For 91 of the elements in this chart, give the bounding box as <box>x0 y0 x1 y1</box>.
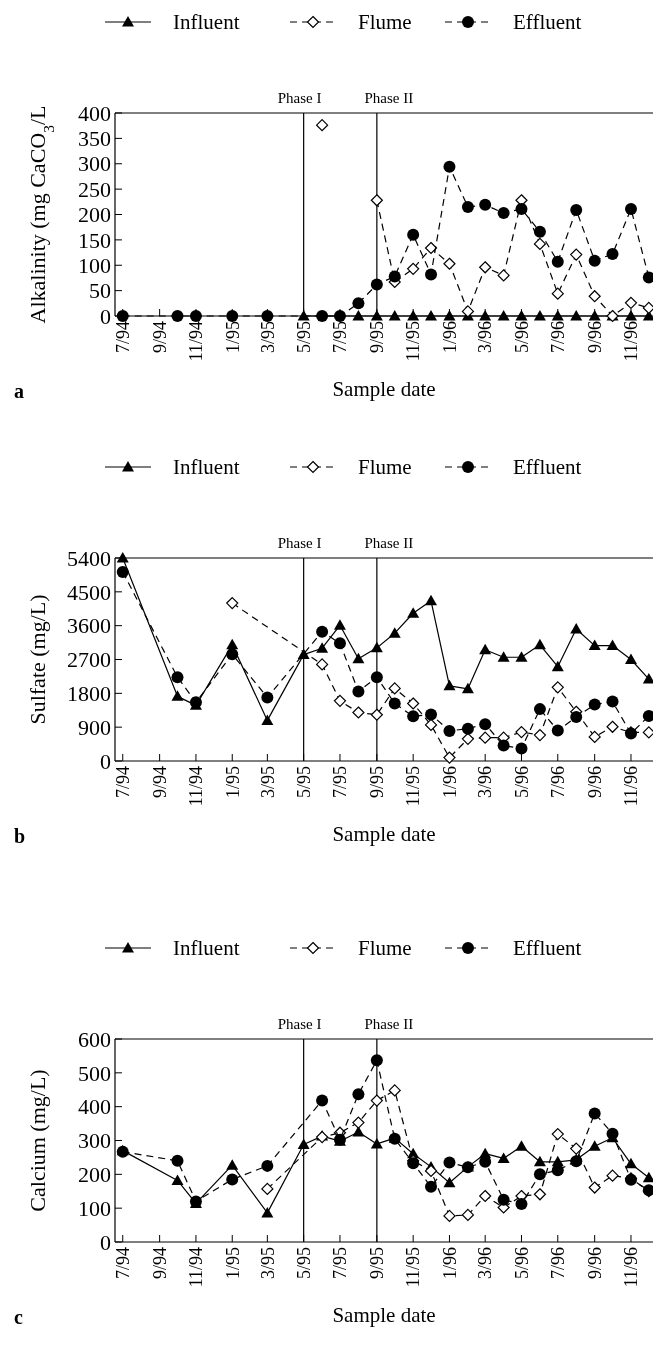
y-tick-label: 300 <box>78 151 111 177</box>
y-tick-label: 50 <box>89 278 111 304</box>
x-tick-label: 5/95 <box>293 1247 314 1280</box>
x-tick-label: 7/94 <box>113 321 134 354</box>
ref-line-label: Phase II <box>364 90 414 106</box>
x-tick-label: 3/96 <box>475 1247 496 1280</box>
x-tick-label: 5/96 <box>511 766 532 799</box>
y-tick-label: 100 <box>78 1195 111 1221</box>
x-tick-label: 11/94 <box>186 1247 207 1288</box>
y-tick-label: 400 <box>78 100 111 126</box>
ref-line-label: Phase II <box>364 1016 414 1032</box>
y-tick-label: 1800 <box>67 681 111 707</box>
x-axis-title: Sample date <box>332 1303 436 1327</box>
y-tick-label: 350 <box>78 126 111 152</box>
x-tick-label: 7/96 <box>548 766 569 799</box>
x-tick-label: 3/95 <box>257 1247 278 1280</box>
y-axis-title: Sulfate (mg/L) <box>25 594 50 725</box>
legend-label: Effluent <box>513 936 582 960</box>
x-tick-label: 9/96 <box>584 766 605 799</box>
x-tick-label: 5/95 <box>293 321 314 354</box>
x-tick-label: 9/95 <box>367 321 388 354</box>
y-tick-label: 600 <box>78 1026 111 1052</box>
legend-label: Effluent <box>513 455 582 479</box>
legend-label: Flume <box>358 10 412 34</box>
x-tick-label: 3/95 <box>257 321 278 354</box>
x-tick-label: 7/96 <box>548 321 569 354</box>
ref-line-label: Phase I <box>277 90 322 106</box>
legend-label: Effluent <box>513 10 582 34</box>
x-tick-label: 9/94 <box>149 1247 170 1280</box>
y-tick-label: 3600 <box>67 613 111 639</box>
x-tick-label: 7/94 <box>113 1247 134 1280</box>
x-tick-label: 1/96 <box>439 766 460 799</box>
y-tick-label: 150 <box>78 227 111 253</box>
legend-label: Influent <box>173 455 240 479</box>
x-tick-label: 3/96 <box>475 766 496 799</box>
y-tick-label: 0 <box>100 748 111 774</box>
x-tick-label: 5/96 <box>511 321 532 354</box>
x-tick-label: 9/95 <box>367 766 388 799</box>
y-tick-label: 4500 <box>67 579 111 605</box>
x-tick-label: 5/96 <box>511 1247 532 1280</box>
x-tick-label: 11/96 <box>621 1247 642 1288</box>
x-tick-label: 11/96 <box>621 321 642 362</box>
x-tick-label: 5/95 <box>293 766 314 799</box>
x-tick-label: 9/96 <box>584 1247 605 1280</box>
y-tick-label: 0 <box>100 1229 111 1255</box>
y-tick-label: 5400 <box>67 545 111 571</box>
x-axis-title: Sample date <box>332 822 436 846</box>
y-tick-label: 500 <box>78 1060 111 1086</box>
y-tick-label: 100 <box>78 252 111 278</box>
legend-label: Influent <box>173 10 240 34</box>
x-tick-label: 7/95 <box>330 766 351 799</box>
text: c <box>14 1306 23 1328</box>
y-tick-label: 400 <box>78 1094 111 1120</box>
x-tick-label: 7/95 <box>330 1247 351 1280</box>
x-tick-label: 7/95 <box>330 321 351 354</box>
x-tick-label: 3/96 <box>475 321 496 354</box>
y-axis-title: Calcium (mg/L) <box>25 1069 50 1212</box>
x-axis-title: Sample date <box>332 377 436 401</box>
x-tick-label: 9/94 <box>149 766 170 799</box>
x-tick-label: 11/94 <box>186 766 207 807</box>
x-tick-label: 1/95 <box>222 1247 243 1280</box>
x-tick-label: 11/95 <box>403 321 424 362</box>
legend-label: Flume <box>358 455 412 479</box>
y-tick-label: 250 <box>78 176 111 202</box>
x-tick-label: 11/94 <box>186 321 207 362</box>
x-tick-label: 11/96 <box>621 766 642 807</box>
y-tick-label: 200 <box>78 1162 111 1188</box>
x-tick-label: 7/96 <box>548 1247 569 1280</box>
text: b <box>14 825 26 847</box>
x-tick-label: 9/96 <box>584 321 605 354</box>
y-tick-label: 900 <box>78 714 111 740</box>
y-tick-label: 300 <box>78 1128 111 1154</box>
y-tick-label: 0 <box>100 303 111 329</box>
x-tick-label: 11/95 <box>403 766 424 807</box>
x-tick-label: 9/94 <box>149 321 170 354</box>
ref-line-label: Phase I <box>277 1016 322 1032</box>
x-tick-label: 9/95 <box>367 1247 388 1280</box>
x-tick-label: 3/95 <box>257 766 278 799</box>
x-tick-label: 1/95 <box>222 321 243 354</box>
legend-label: Flume <box>358 936 412 960</box>
ref-line-label: Phase II <box>364 535 414 551</box>
y-tick-label: 2700 <box>67 647 111 673</box>
x-tick-label: 11/95 <box>403 1247 424 1288</box>
x-tick-label: 1/95 <box>222 766 243 799</box>
y-tick-label: 200 <box>78 202 111 228</box>
ref-line-label: Phase I <box>277 535 322 551</box>
text: a <box>14 380 24 402</box>
x-tick-label: 7/94 <box>113 766 134 799</box>
x-tick-label: 1/96 <box>439 1247 460 1280</box>
legend-label: Influent <box>173 936 240 960</box>
x-tick-label: 1/96 <box>439 321 460 354</box>
